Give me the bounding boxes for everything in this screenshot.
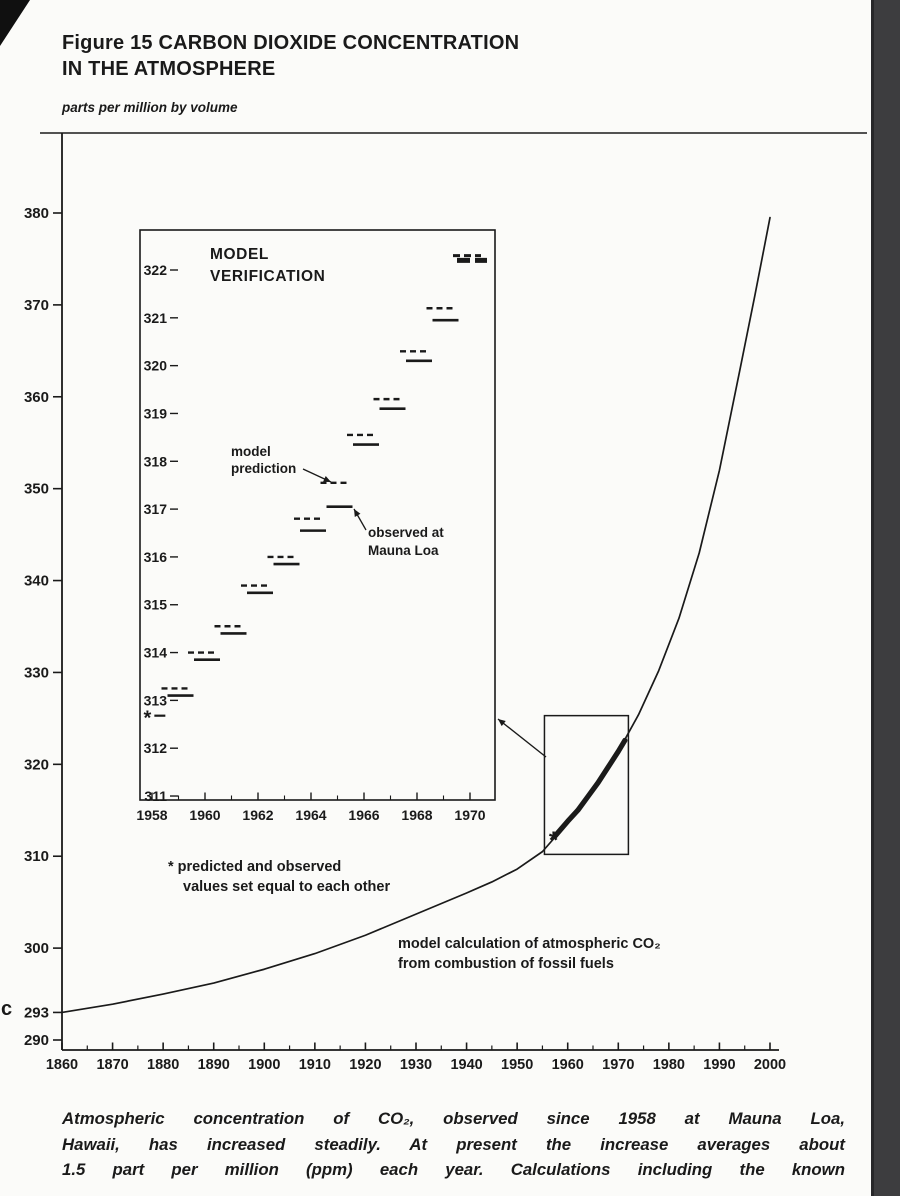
main-y-tick-label: 340 — [24, 573, 49, 590]
inset-title-line1: MODEL — [210, 246, 269, 263]
model-calculation-annotation-line2: from combustion of fossil fuels — [398, 956, 614, 972]
observed-data-segment — [552, 737, 628, 839]
figure-caption: Atmospheric concentration of CO₂, observ… — [62, 1106, 845, 1183]
inset-pointer-arrow — [497, 718, 547, 758]
main-y-tick-label: 380 — [24, 205, 49, 222]
inset-pointer-arrow-head — [498, 719, 506, 727]
y-axis-units-label: parts per million by volume — [62, 100, 238, 115]
inset-x-tick-label: 1962 — [242, 807, 273, 823]
model-curve — [61, 216, 771, 1014]
main-y-tick-label: 330 — [24, 664, 49, 681]
main-x-tick-label: 1930 — [400, 1057, 432, 1073]
main-y-tick-label: 350 — [24, 481, 49, 498]
inset-footnote-line2: values set equal to each other — [183, 879, 390, 895]
caption-line-1: Atmospheric concentration of CO₂, observ… — [62, 1109, 845, 1128]
inset-title-line2: VERIFICATION — [210, 268, 325, 285]
main-x-tick-label: 1950 — [501, 1057, 533, 1073]
main-x-tick-label: 1900 — [248, 1057, 280, 1073]
main-x-tick-label: 2000 — [754, 1057, 786, 1073]
model-prediction-label-line1: model — [231, 444, 271, 459]
inset-y-tick-label: 316 — [144, 549, 168, 565]
main-y-tick-label: 370 — [24, 297, 49, 314]
inset-x-tick-label: 1958 — [136, 807, 167, 823]
inset-y-tick-label: 318 — [144, 453, 168, 469]
main-y-tick-label: 320 — [24, 756, 49, 773]
main-y-tick-label: 310 — [24, 848, 49, 865]
inset-footnote-line1: * predicted and observed — [168, 859, 341, 875]
inset-y-tick-label: 321 — [144, 310, 168, 326]
main-x-tick-label: 1860 — [46, 1057, 78, 1073]
inset-y-tick-label: 313 — [144, 692, 168, 708]
main-x-tick-label: 1920 — [349, 1057, 381, 1073]
model-prediction-arrow-head — [323, 475, 331, 482]
inset-x-tick-label: 1960 — [189, 807, 220, 823]
inset-x-tick-label: 1966 — [348, 807, 379, 823]
observed-arrow-head — [354, 509, 361, 517]
inset-y-tick-label: 322 — [144, 262, 168, 278]
inset-y-tick-label: 311 — [144, 788, 167, 804]
inset-y-tick-label: 319 — [144, 405, 168, 421]
main-x-tick-label: 1980 — [653, 1057, 685, 1073]
main-x-tick-label: 1910 — [299, 1057, 331, 1073]
inset-y-tick-label: 320 — [144, 358, 168, 374]
inset-y-tick-label: 314 — [144, 645, 168, 661]
figure-title-line2: IN THE ATMOSPHERE — [62, 58, 276, 80]
main-x-tick-label: 1890 — [198, 1057, 230, 1073]
caption-line-2: Hawaii, has increased steadily. At prese… — [62, 1134, 845, 1154]
main-x-tick-label: 1970 — [602, 1057, 634, 1073]
zoom-region-box — [543, 714, 630, 856]
inset-box — [139, 229, 496, 801]
margin-artifact: c — [1, 998, 13, 1020]
main-y-tick-label: 293 — [24, 1004, 49, 1021]
inset-y-tick-label: 315 — [144, 597, 168, 613]
main-y-tick-label: 290 — [24, 1032, 49, 1049]
main-x-tick-label: 1880 — [147, 1057, 179, 1073]
observed-label-line1: observed at — [368, 525, 444, 540]
main-x-tick-label: 1990 — [703, 1057, 735, 1073]
model-calculation-annotation-line1: model calculation of atmospheric CO₂ — [398, 936, 661, 952]
main-x-tick-label: 1870 — [96, 1057, 128, 1073]
inset-x-tick-label: 1968 — [401, 807, 432, 823]
inset-x-tick-label: 1964 — [295, 807, 326, 823]
model-prediction-label-line2: prediction — [231, 461, 296, 476]
figure-title-line1: Figure 15 CARBON DIOXIDE CONCENTRATION — [62, 32, 520, 54]
main-y-tick-label: 300 — [24, 940, 49, 957]
main-y-tick-label: 360 — [24, 389, 49, 406]
scan-edge-strip — [871, 0, 900, 1196]
caption-line-3: 1.5 part per million (ppm) each year. Ca… — [62, 1160, 845, 1179]
inset-start-asterisk: * — [143, 708, 151, 730]
main-x-tick-label: 1960 — [552, 1057, 584, 1073]
inset-y-tick-label: 312 — [144, 740, 168, 756]
main-asterisk-marker: * — [549, 827, 559, 854]
inset-x-tick-label: 1970 — [454, 807, 485, 823]
observed-label-line2: Mauna Loa — [368, 543, 439, 558]
main-x-tick-label: 1940 — [450, 1057, 482, 1073]
figure-title: Figure 15 CARBON DIOXIDE CONCENTRATION I… — [62, 30, 519, 82]
inset-y-tick-label: 317 — [144, 501, 168, 517]
